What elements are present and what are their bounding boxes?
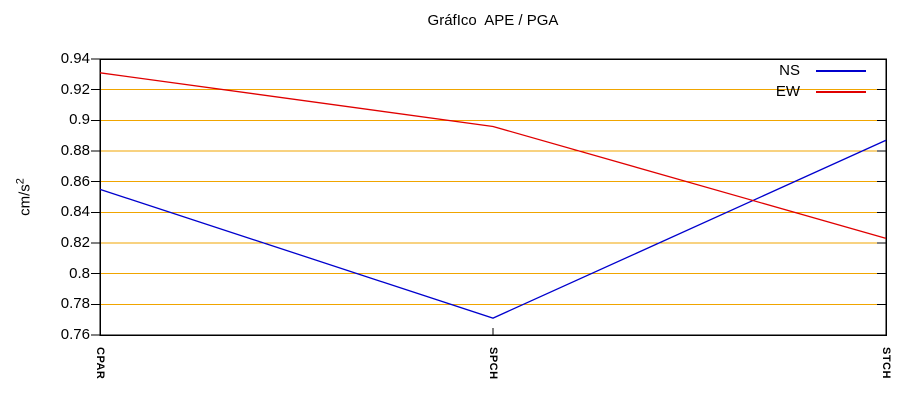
y-tick-label: 0.94	[60, 50, 90, 67]
plot-border	[99, 58, 887, 336]
y-tick-label: 0.86	[60, 172, 90, 190]
y-tick-label: 0.88	[60, 142, 90, 159]
legend-label: EW	[775, 83, 800, 100]
legend: NS EW	[740, 60, 866, 102]
legend-item-ew: EW	[740, 81, 866, 102]
y-tick-label: 0.9	[69, 111, 90, 129]
series-line-ns	[99, 139, 887, 319]
series-line-ew	[99, 72, 887, 240]
legend-line-swatch	[816, 69, 866, 72]
axis-ticks	[91, 58, 887, 336]
y-tick-label: 0.8	[69, 264, 90, 282]
legend-label: NS	[779, 62, 800, 79]
legend-line-swatch	[816, 90, 866, 93]
x-tick-label-cpar: CPAR	[94, 347, 106, 380]
legend-item-ns: NS	[740, 60, 866, 81]
y-tick-label: 0.78	[60, 295, 90, 313]
y-tick-label: 0.82	[60, 234, 90, 251]
x-tick-label-spch: SPCH	[487, 347, 499, 380]
y-tick-label: 0.76	[60, 326, 90, 343]
gridlines	[100, 89, 886, 305]
chart-title: GráfIco APE / PGA	[427, 12, 559, 29]
y-tick-label: 0.84	[60, 203, 90, 221]
y-tick-label: 0.92	[60, 80, 90, 98]
x-tick-label-stch: STCH	[880, 347, 892, 379]
